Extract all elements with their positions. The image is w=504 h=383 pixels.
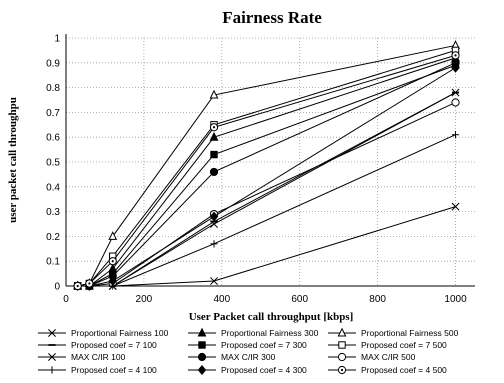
series-line <box>73 58 460 291</box>
series-group <box>73 40 460 291</box>
series-line <box>73 52 460 290</box>
y-tick-label: 0.8 <box>46 83 60 94</box>
series-line <box>73 46 460 290</box>
series-path <box>77 44 456 287</box>
data-point <box>209 167 219 177</box>
series-path <box>77 64 456 287</box>
legend-label: Proposed coef = 7 500 <box>361 340 447 350</box>
y-tick-label: 0.1 <box>46 257 60 268</box>
legend-entry: Proportional Fairness 300 <box>188 327 319 338</box>
data-point <box>451 51 460 60</box>
legend-label: Proportional Fairness 300 <box>221 328 319 338</box>
chart-title: Fairness Rate <box>222 8 322 27</box>
y-tick-label: 0.2 <box>46 232 60 243</box>
legend-label: Proposed coef = 4 500 <box>361 365 447 375</box>
data-point <box>451 62 460 73</box>
series-path <box>77 102 456 287</box>
legend-entry: Proposed coef = 4 100 <box>38 365 157 375</box>
series-line <box>73 51 460 291</box>
data-point <box>197 365 207 375</box>
x-tick-label: 400 <box>213 294 230 305</box>
data-point <box>108 276 118 287</box>
x-tick-label: 600 <box>291 294 308 305</box>
x-tick-label: 800 <box>369 294 386 305</box>
data-point <box>337 327 347 337</box>
data-point <box>451 98 460 107</box>
legend-entry: MAX C/IR 100 <box>38 352 126 362</box>
legend-entry: Proposed coef = 7 500 <box>328 340 447 350</box>
x-tick-label: 200 <box>136 294 153 305</box>
y-tick-label: 0 <box>54 282 60 293</box>
series-path <box>77 206 456 287</box>
grid <box>66 37 475 286</box>
data-point <box>48 353 56 361</box>
legend-entry: Proposed coef = 4 500 <box>328 365 447 375</box>
data-point <box>210 277 218 285</box>
y-tick-label: 0.5 <box>46 158 60 169</box>
y-tick-label: 0.6 <box>46 133 60 144</box>
data-point <box>85 279 94 288</box>
data-point <box>451 202 460 211</box>
data-point <box>197 327 207 337</box>
data-point <box>209 211 219 222</box>
data-point <box>209 89 219 99</box>
series-line <box>73 202 460 290</box>
data-point <box>451 88 460 97</box>
legend-label: Proposed coef = 7 300 <box>221 340 307 350</box>
series-line <box>73 61 460 290</box>
data-point <box>209 123 219 132</box>
legend-entry: Proportional Fairness 100 <box>38 328 169 338</box>
series-path <box>77 134 456 287</box>
data-point <box>210 220 218 228</box>
legend-label: MAX C/IR 500 <box>361 352 416 362</box>
legend-label: Proportional Fairness 100 <box>71 328 169 338</box>
data-point <box>210 150 218 159</box>
legend-entry: MAX C/IR 500 <box>328 352 416 362</box>
x-tick-label: 0 <box>63 294 69 305</box>
legend-label: Proposed coef = 4 300 <box>221 365 307 375</box>
y-axis-title: user packet call throughpu <box>7 97 19 223</box>
series-line <box>73 98 460 291</box>
y-tick-label: 0.4 <box>46 182 60 193</box>
legend-label: MAX C/IR 300 <box>221 352 276 362</box>
data-point <box>210 240 218 248</box>
data-point <box>48 366 56 374</box>
legend: Proportional Fairness 100 Proportional Fa… <box>38 327 459 375</box>
data-point <box>73 281 82 291</box>
data-point <box>198 341 206 349</box>
data-point <box>338 341 346 349</box>
axes <box>65 34 475 287</box>
series-path <box>77 54 456 287</box>
tick-labels: 0 0.1 0.2 0.3 0.4 0.5 0.6 0.7 0.8 0.9 1 0 200 400 600 8… <box>46 34 467 306</box>
data-point <box>108 257 117 266</box>
legend-label: Proposed coef = 7 100 <box>71 340 157 350</box>
legend-entry: Proposed coef = 7 100 <box>38 340 157 350</box>
legend-label: Proposed coef = 4 100 <box>71 365 157 375</box>
y-tick-label: 0.9 <box>46 58 60 69</box>
data-point <box>48 329 56 337</box>
series-path <box>77 57 456 287</box>
data-point <box>337 365 347 375</box>
data-point <box>108 231 118 240</box>
series-path <box>77 62 456 287</box>
legend-entry: Proposed coef = 4 300 <box>188 365 307 375</box>
y-tick-label: 0.3 <box>46 207 60 218</box>
data-point <box>451 131 460 139</box>
x-tick-label: 1000 <box>444 294 467 305</box>
legend-entry: Proportional Fairness 500 <box>328 327 459 338</box>
data-point <box>337 352 347 362</box>
legend-label: MAX C/IR 100 <box>71 352 126 362</box>
y-tick-label: 0.7 <box>46 108 60 119</box>
legend-label: Proportional Fairness 500 <box>361 328 459 338</box>
y-tick-label: 1 <box>54 34 60 45</box>
legend-entry: MAX C/IR 300 <box>188 352 276 362</box>
x-axis-title: User Packet call throughput [kbps] <box>189 311 354 323</box>
data-point <box>209 131 219 141</box>
data-point <box>197 352 207 362</box>
legend-entry: Proposed coef = 7 300 <box>188 340 307 350</box>
